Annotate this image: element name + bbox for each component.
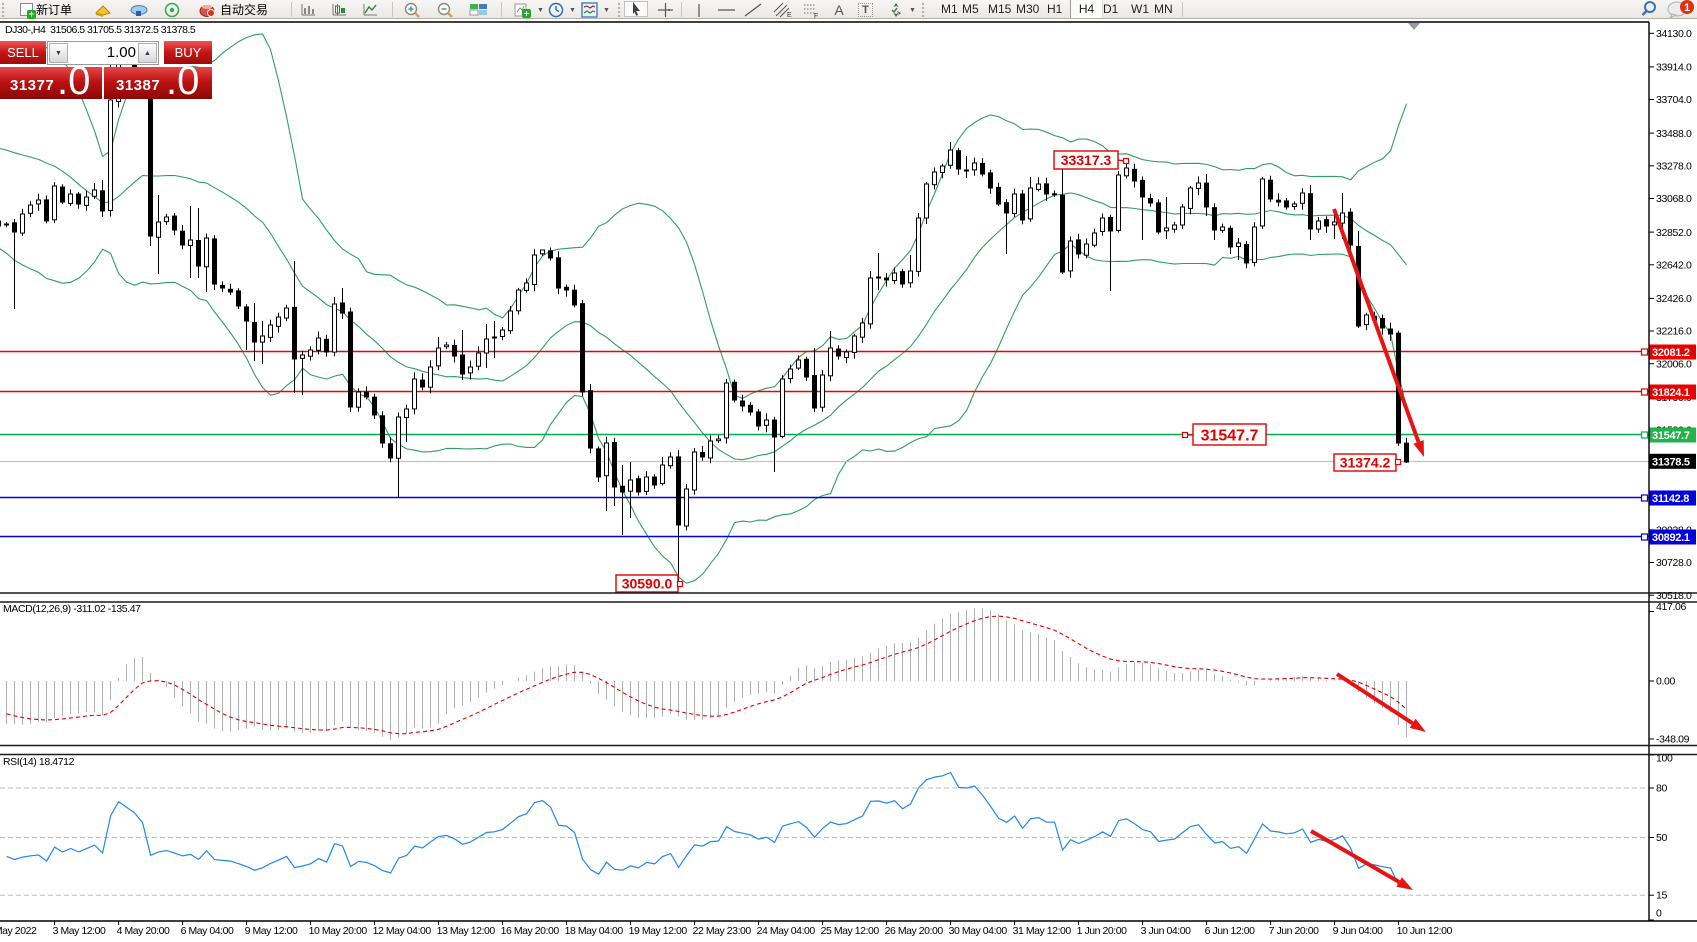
svg-text:24 May 04:00: 24 May 04:00 — [757, 925, 816, 937]
svg-text:RSI(14) 18.4712: RSI(14) 18.4712 — [3, 756, 75, 768]
svg-text:DJ30-,H4 31506.5 31705.5 3137: DJ30-,H4 31506.5 31705.5 31372.5 31378.5 — [5, 24, 196, 36]
svg-text:18 May 04:00: 18 May 04:00 — [565, 925, 624, 937]
svg-text:32642.0: 32642.0 — [1656, 260, 1692, 272]
svg-text:10 May 20:00: 10 May 20:00 — [309, 925, 368, 937]
svg-text:30 May 04:00: 30 May 04:00 — [949, 925, 1008, 937]
svg-text:31824.1: 31824.1 — [1652, 387, 1690, 399]
svg-text:4 May 20:00: 4 May 20:00 — [117, 925, 170, 937]
svg-text:32006.0: 32006.0 — [1656, 358, 1692, 370]
svg-text:32852.0: 32852.0 — [1656, 227, 1692, 239]
svg-text:32216.0: 32216.0 — [1656, 326, 1692, 338]
svg-text:22 May 23:00: 22 May 23:00 — [693, 925, 752, 937]
svg-text:31378.5: 31378.5 — [1652, 456, 1690, 468]
svg-text:+: + — [524, 9, 529, 19]
svg-text:100: 100 — [1656, 753, 1673, 765]
svg-text:34130.0: 34130.0 — [1656, 28, 1692, 40]
svg-text:E: E — [787, 12, 792, 19]
svg-text:13 May 12:00: 13 May 12:00 — [437, 925, 496, 937]
svg-text:80: 80 — [1656, 783, 1667, 795]
svg-text:30518.0: 30518.0 — [1656, 590, 1692, 602]
svg-text:33068.0: 33068.0 — [1656, 193, 1692, 205]
svg-text:33704.0: 33704.0 — [1656, 94, 1692, 106]
svg-text:7 Jun 20:00: 7 Jun 20:00 — [1269, 925, 1320, 937]
svg-text:0.00: 0.00 — [1656, 676, 1676, 688]
svg-text:3 May 12:00: 3 May 12:00 — [53, 925, 106, 937]
svg-text:2 May 2022: 2 May 2022 — [0, 925, 37, 937]
svg-text:417.06: 417.06 — [1656, 601, 1687, 613]
svg-text:32081.2: 32081.2 — [1652, 347, 1690, 359]
svg-text:26 May 20:00: 26 May 20:00 — [885, 925, 944, 937]
svg-text:-348.09: -348.09 — [1656, 734, 1690, 746]
svg-text:3 Jun 04:00: 3 Jun 04:00 — [1141, 925, 1192, 937]
svg-text:1: 1 — [1684, 2, 1690, 14]
svg-text:6 Jun 12:00: 6 Jun 12:00 — [1205, 925, 1256, 937]
svg-text:19 May 12:00: 19 May 12:00 — [629, 925, 688, 937]
svg-text:30892.1: 30892.1 — [1652, 532, 1690, 544]
svg-text:0: 0 — [1656, 908, 1662, 920]
svg-text:50: 50 — [1656, 832, 1667, 844]
svg-text:9 May 12:00: 9 May 12:00 — [245, 925, 298, 937]
svg-text:15: 15 — [1656, 890, 1667, 902]
svg-text:31374.2: 31374.2 — [1340, 455, 1391, 471]
svg-text:30728.0: 30728.0 — [1656, 557, 1692, 569]
svg-text:33914.0: 33914.0 — [1656, 62, 1692, 74]
svg-text:33278.0: 33278.0 — [1656, 161, 1692, 173]
svg-text:12 May 04:00: 12 May 04:00 — [373, 925, 432, 937]
svg-text:25 May 12:00: 25 May 12:00 — [821, 925, 880, 937]
svg-text:32426.0: 32426.0 — [1656, 293, 1692, 305]
svg-text:31 May 12:00: 31 May 12:00 — [1013, 925, 1072, 937]
svg-text:33488.0: 33488.0 — [1656, 128, 1692, 140]
svg-text:9 Jun 04:00: 9 Jun 04:00 — [1333, 925, 1384, 937]
svg-text:6 May 04:00: 6 May 04:00 — [181, 925, 234, 937]
svg-text:31547.7: 31547.7 — [1652, 430, 1690, 442]
svg-text:F: F — [814, 13, 818, 19]
svg-text:1 Jun 20:00: 1 Jun 20:00 — [1077, 925, 1128, 937]
svg-text:31547.7: 31547.7 — [1201, 427, 1259, 444]
svg-text:10 Jun 12:00: 10 Jun 12:00 — [1397, 925, 1453, 937]
svg-text:MACD(12,26,9) -311.02 -135.47: MACD(12,26,9) -311.02 -135.47 — [3, 603, 141, 615]
svg-text:30590.0: 30590.0 — [622, 576, 673, 592]
svg-text:33317.3: 33317.3 — [1061, 152, 1112, 168]
svg-text:16 May 20:00: 16 May 20:00 — [501, 925, 560, 937]
svg-text:31142.8: 31142.8 — [1652, 493, 1689, 505]
